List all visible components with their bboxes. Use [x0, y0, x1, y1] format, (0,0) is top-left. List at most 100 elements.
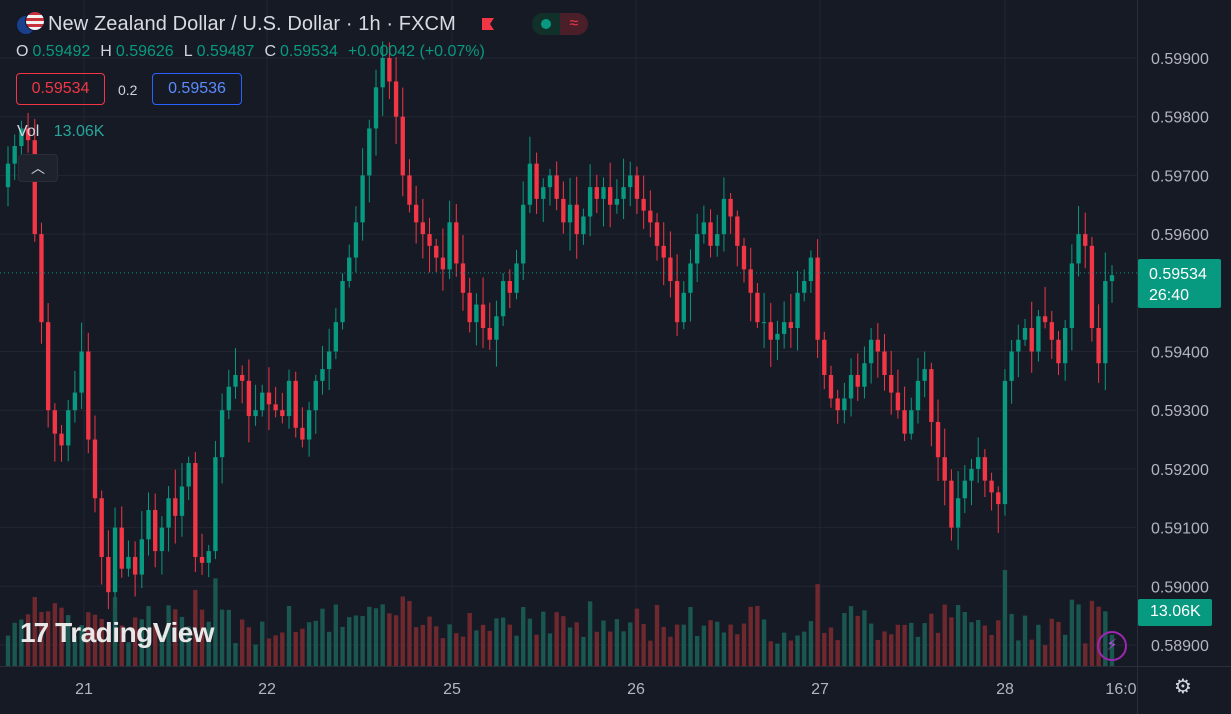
settings-gear-icon[interactable]: ⚙: [1174, 676, 1192, 698]
candle-body: [92, 439, 98, 499]
candle-body: [788, 322, 794, 329]
volume-bar: [293, 631, 298, 666]
open-value: 0.59492: [32, 43, 91, 60]
candle-body: [634, 175, 640, 199]
volume-bar: [266, 638, 272, 666]
volume-bar: [467, 613, 472, 666]
candle-body: [353, 222, 359, 258]
candle-body: [674, 281, 680, 323]
candle-body: [895, 392, 901, 411]
candle-body: [1109, 275, 1115, 282]
candle-body: [333, 322, 339, 352]
volume-bar: [674, 624, 680, 666]
candle-body: [507, 281, 512, 293]
candle-body: [808, 257, 814, 282]
candle-body: [1083, 234, 1088, 246]
candle-body: [862, 363, 867, 387]
red-flag-icon[interactable]: [480, 16, 496, 32]
volume-bar: [313, 620, 318, 666]
candle-body: [701, 222, 707, 235]
volume-bar: [146, 606, 151, 666]
candle-body: [541, 187, 546, 199]
buy-button[interactable]: 0.59536: [152, 73, 242, 105]
market-status-icon[interactable]: ≈: [531, 13, 588, 35]
volume-bar: [213, 578, 218, 666]
candle-body: [835, 398, 840, 411]
candle-body: [400, 116, 405, 176]
candle-body: [407, 175, 412, 205]
x-tick-label: 21: [75, 681, 93, 698]
sell-button[interactable]: 0.59534: [16, 73, 105, 105]
low-value: 0.59487: [196, 43, 255, 60]
volume-bar: [393, 615, 399, 666]
volume-bar: [1049, 618, 1054, 666]
candle-body: [246, 380, 252, 417]
candle-body: [621, 187, 626, 199]
candle-body: [480, 304, 486, 329]
symbol-title[interactable]: New Zealand Dollar / U.S. Dollar · 1h · …: [48, 12, 456, 35]
candle-body: [661, 245, 666, 258]
volume-bar: [768, 641, 773, 666]
volume-bar: [996, 620, 1001, 666]
volume-bar: [654, 604, 660, 666]
volume-bar: [79, 625, 84, 666]
volume-bar: [728, 624, 733, 666]
volume-bar: [982, 625, 988, 666]
collapse-chevron-icon[interactable]: ︿: [18, 154, 58, 182]
volume-bar: [219, 609, 225, 666]
brand-name: TradingView: [55, 617, 215, 648]
volume-bar: [300, 628, 305, 666]
volume-bar: [159, 634, 165, 666]
lightning-icon[interactable]: ⚡: [1097, 631, 1127, 661]
candle-body: [929, 369, 934, 422]
volume-bar: [139, 619, 144, 666]
volume-bar: [842, 612, 847, 666]
volume-bar: [895, 624, 901, 666]
candle-body: [628, 175, 633, 188]
candle-body: [815, 257, 820, 340]
candle-body: [654, 222, 660, 246]
candle-body: [641, 198, 646, 211]
volume-bar: [119, 625, 124, 666]
candle-body: [206, 551, 211, 563]
volume-bar: [126, 642, 131, 666]
candle-body: [708, 222, 713, 246]
candle-body: [889, 374, 894, 393]
candle-body: [949, 480, 954, 528]
candle-body: [19, 128, 24, 147]
volume-bar: [199, 609, 205, 666]
ohlc-legend: O 0.59492 H 0.59626 L 0.59487 C 0.59534 +0.0…: [16, 43, 491, 61]
volume-bar: [761, 619, 767, 666]
candle-body: [66, 410, 71, 446]
volume-bar: [1036, 624, 1041, 666]
candle-body: [286, 380, 292, 417]
candle-body: [868, 339, 874, 364]
candle-body: [989, 480, 994, 493]
candle-body: [86, 351, 91, 440]
volume-bar: [166, 605, 171, 666]
volume-bar: [347, 617, 352, 666]
tradingview-logo: 17 TradingView: [20, 617, 215, 649]
spread-value: 0.2: [118, 82, 138, 98]
candle-body: [688, 263, 693, 293]
volume-bar: [962, 611, 967, 666]
candle-body: [969, 468, 974, 481]
candle-body: [387, 58, 392, 82]
candle-body: [179, 486, 185, 516]
symbol-header[interactable]: New Zealand Dollar / U.S. Dollar · 1h · …: [16, 10, 588, 38]
last-price-label: 0.59534 26:40: [1138, 259, 1221, 308]
volume-bar: [420, 624, 426, 666]
candle-body: [1002, 380, 1008, 505]
volume-value: 13.06K: [53, 123, 105, 140]
volume-axis-label: 13.06K: [1138, 599, 1212, 626]
candle-body: [360, 175, 365, 223]
candle-body: [922, 369, 927, 381]
candle-body: [842, 398, 847, 411]
candle-body: [487, 328, 492, 340]
candle-body: [280, 410, 285, 417]
candle-body: [373, 87, 379, 129]
candle-body: [942, 457, 947, 481]
volume-bar: [634, 608, 640, 666]
candle-body: [909, 410, 914, 434]
